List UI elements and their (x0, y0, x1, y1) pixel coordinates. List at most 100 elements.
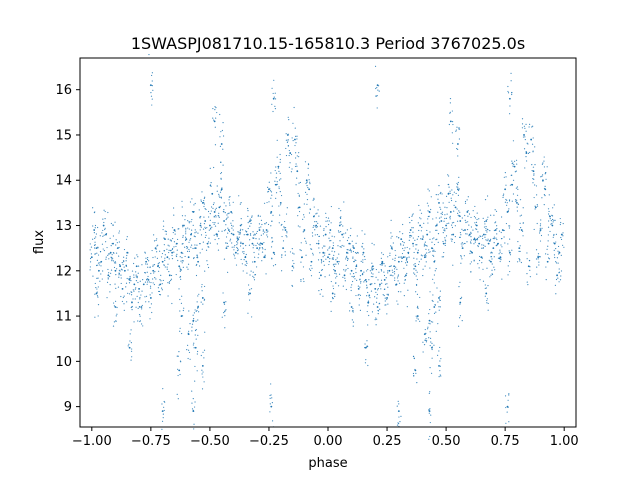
data-point-scatter (493, 236, 495, 238)
data-point-scatter (137, 301, 139, 304)
data-point-scatter (456, 182, 458, 185)
data-point-scatter (245, 253, 247, 256)
x-tick-label: 0.75 (491, 434, 520, 449)
data-point-scatter (520, 261, 523, 264)
data-point-scatter (98, 264, 100, 266)
data-point-scatter (428, 408, 430, 411)
data-point (178, 369, 181, 372)
data-point-scatter (247, 222, 249, 224)
data-point (161, 260, 164, 263)
data-point-scatter (247, 227, 249, 230)
data-point-scatter (286, 232, 288, 234)
data-point-scatter (384, 297, 386, 299)
data-point-scatter (201, 369, 203, 371)
data-point-scatter (507, 265, 509, 267)
data-point-scatter (338, 273, 341, 275)
data-point-scatter (438, 217, 441, 219)
data-point-scatter (417, 236, 420, 238)
data-point-scatter (171, 254, 173, 257)
data-point-scatter (204, 331, 206, 333)
data-point-scatter (448, 222, 450, 224)
data-point-scatter (264, 231, 266, 233)
data-point-scatter (116, 268, 118, 270)
data-point-scatter (97, 254, 100, 256)
data-point-scatter (455, 200, 457, 203)
data-point-scatter (358, 298, 361, 300)
data-point-scatter (177, 259, 179, 262)
data-point-scatter (193, 406, 196, 408)
data-point (560, 233, 563, 236)
data-point-scatter (171, 258, 174, 260)
data-point (123, 269, 126, 272)
data-point-scatter (252, 237, 254, 239)
data-point-scatter (458, 215, 460, 218)
data-point-scatter (171, 248, 174, 250)
data-point-scatter (562, 244, 564, 246)
x-tick-label: −1.00 (72, 434, 112, 449)
data-point-scatter (444, 206, 446, 208)
data-point-scatter (508, 394, 510, 396)
data-point-scatter (178, 288, 180, 290)
data-point-scatter (175, 245, 177, 248)
data-point-scatter (404, 256, 406, 258)
data-point-scatter (324, 276, 326, 278)
data-point-scatter (344, 277, 346, 279)
data-point-scatter (188, 310, 190, 312)
data-point-scatter (94, 293, 96, 295)
data-point-scatter (532, 137, 534, 139)
data-point-scatter (248, 244, 251, 246)
data-point-scatter (219, 196, 221, 198)
data-point-scatter (505, 184, 507, 186)
data-point-scatter (349, 248, 352, 250)
data-point-scatter (309, 269, 312, 271)
data-point (147, 278, 150, 281)
data-point-scatter (136, 295, 138, 298)
data-point-scatter (557, 250, 559, 252)
data-point-scatter (335, 259, 337, 261)
data-point-scatter (509, 105, 511, 107)
data-point-scatter (429, 323, 431, 325)
data-point-scatter (467, 196, 469, 198)
data-point-scatter (315, 213, 317, 215)
data-point-scatter (255, 232, 258, 234)
data-point-scatter (456, 208, 458, 210)
data-point-scatter (353, 275, 355, 277)
data-point-scatter (163, 409, 165, 412)
data-point-scatter (455, 129, 458, 131)
data-point-scatter (553, 204, 555, 206)
data-point-scatter (112, 251, 115, 254)
data-point-scatter (311, 267, 313, 269)
data-point (520, 229, 523, 231)
data-point-scatter (534, 205, 536, 207)
data-point-scatter (427, 222, 429, 224)
data-point-scatter (228, 202, 231, 204)
data-point-scatter (269, 190, 272, 192)
data-point-scatter (505, 406, 507, 409)
data-point (201, 364, 204, 367)
data-point-scatter (401, 257, 403, 259)
data-point-scatter (159, 250, 161, 252)
data-point-scatter (187, 263, 190, 265)
data-point-scatter (369, 270, 371, 272)
data-point-scatter (274, 92, 276, 94)
data-point-scatter (467, 209, 469, 212)
data-point-scatter (134, 257, 136, 259)
data-point-scatter (413, 268, 415, 270)
data-point-scatter (354, 259, 356, 261)
data-point-scatter (224, 211, 226, 214)
data-point-scatter (460, 297, 462, 300)
data-point-scatter (155, 278, 157, 280)
data-point-scatter (208, 229, 210, 231)
data-point-scatter (442, 240, 444, 243)
data-point-scatter (307, 186, 309, 189)
data-point-scatter (417, 318, 419, 320)
data-point-scatter (350, 227, 352, 229)
data-point-scatter (340, 231, 342, 233)
data-point-scatter (482, 217, 484, 220)
data-point-scatter (177, 374, 179, 377)
data-point-scatter (559, 217, 561, 220)
data-point-scatter (181, 315, 184, 317)
data-point (303, 229, 306, 231)
data-point-scatter (262, 233, 265, 235)
data-point (542, 179, 544, 182)
